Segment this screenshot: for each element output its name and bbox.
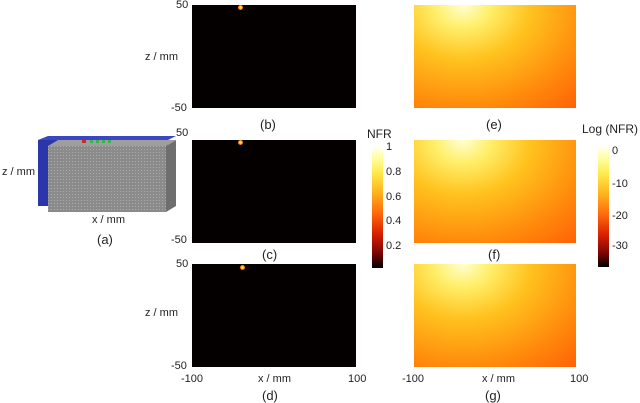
- z-tick-top-d: 50: [176, 258, 189, 270]
- nfr-hotspot-d: [240, 265, 245, 270]
- nfr-colorbar-gradient: [372, 146, 383, 268]
- log-nfr-map-f: [414, 140, 576, 243]
- z-axis-label-d: z / mm: [145, 307, 178, 319]
- x-tick-left-g: -100: [402, 373, 425, 385]
- log-nfr-colorbar-title: Log (NFR): [582, 122, 639, 136]
- nfr-colorbar-title: NFR: [367, 127, 392, 141]
- z-tick-bottom-b: -50: [171, 102, 187, 114]
- panel-label-b: (b): [260, 117, 276, 132]
- x-tick-right-d: 100: [348, 373, 367, 385]
- x-tick-right-g: 100: [570, 373, 589, 385]
- log-tick-0: 0: [612, 145, 619, 157]
- panel-label-d: (d): [262, 388, 278, 403]
- panel-label-a: (a): [97, 232, 113, 247]
- nfr-tick-0-6: 0.6: [386, 191, 402, 203]
- log-nfr-map-g: [414, 264, 576, 367]
- board-top-face: [48, 140, 176, 146]
- nfr-tick-0-2: 0.2: [386, 240, 402, 252]
- nfr-tick-1: 1: [386, 141, 393, 153]
- model-x-axis-label: x / mm: [92, 214, 125, 226]
- nfr-map-d: [192, 264, 356, 367]
- z-tick-bottom-d: -50: [171, 360, 187, 372]
- nfr-tick-0-8: 0.8: [386, 166, 402, 178]
- panel-label-e: (e): [486, 117, 502, 132]
- z-tick-top-b: 50: [176, 0, 189, 11]
- log-tick-30: -30: [612, 240, 628, 252]
- model-z-axis-label: z / mm: [2, 166, 35, 178]
- x-axis-label-d: x / mm: [258, 373, 291, 385]
- log-tick-20: -20: [612, 210, 628, 222]
- board-front-face: [48, 146, 166, 212]
- log-nfr-colorbar-gradient: [598, 145, 609, 267]
- nfr-hotspot-b: [238, 5, 243, 10]
- nfr-map-c: [192, 140, 356, 243]
- log-nfr-map-e: [414, 5, 576, 108]
- panel-label-c: (c): [262, 247, 278, 262]
- log-tick-10: -10: [612, 178, 628, 190]
- panel-label-f: (f): [488, 247, 501, 262]
- board-top-edge: [38, 136, 176, 140]
- board-side-face: [166, 140, 176, 212]
- board-components: [82, 140, 111, 143]
- x-axis-label-g: x / mm: [482, 373, 515, 385]
- nfr-hotspot-c: [238, 140, 243, 145]
- nfr-map-b: [192, 5, 356, 108]
- z-tick-bottom-c: -50: [171, 234, 187, 246]
- z-axis-label-b: z / mm: [145, 51, 178, 63]
- z-tick-top-c: 50: [176, 127, 189, 139]
- nfr-tick-0-4: 0.4: [386, 215, 402, 227]
- x-tick-left-d: -100: [181, 373, 204, 385]
- panel-label-g: (g): [485, 388, 501, 403]
- board-model-illustration: [38, 136, 176, 212]
